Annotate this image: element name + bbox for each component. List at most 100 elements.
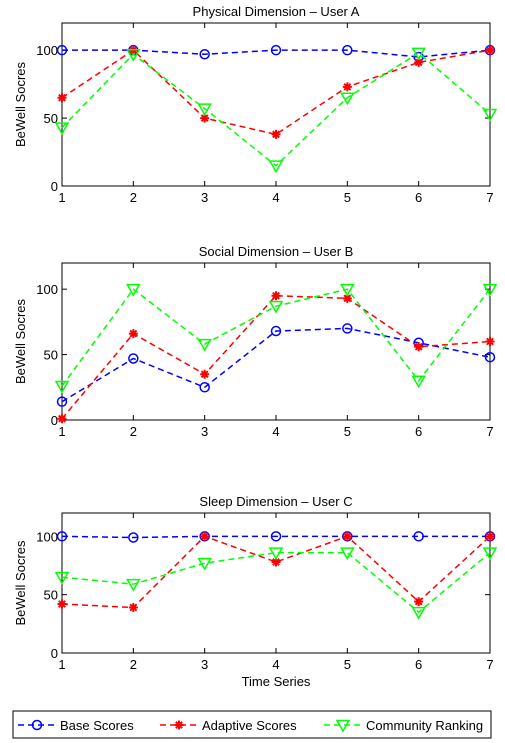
data-point xyxy=(270,531,282,542)
data-point xyxy=(485,531,495,541)
data-point xyxy=(57,414,67,424)
data-point xyxy=(200,369,210,379)
y-tick-label: 0 xyxy=(51,179,58,194)
data-point xyxy=(54,571,70,585)
chart-panel-2: Social Dimension – User B 1 2 3 4 5 6 7 0 50 100 Be… xyxy=(13,244,498,439)
data-point xyxy=(482,108,498,122)
data-point xyxy=(268,160,284,174)
chart-title: Physical Dimension – User A xyxy=(193,4,360,19)
x-axis-label: Time Series xyxy=(242,674,311,689)
data-point xyxy=(414,342,424,352)
x-tick-label: 5 xyxy=(344,424,351,439)
data-point xyxy=(411,47,426,61)
x-tick-label: 3 xyxy=(201,424,208,439)
legend-marker xyxy=(31,719,43,731)
x-tick-label: 4 xyxy=(272,190,279,205)
data-point xyxy=(411,375,426,389)
data-point xyxy=(54,122,70,136)
legend-marker xyxy=(174,720,184,730)
data-point xyxy=(199,382,210,393)
y-tick-label: 100 xyxy=(36,43,58,58)
data-point xyxy=(128,603,138,612)
data-point xyxy=(485,45,495,55)
y-tick-label: 100 xyxy=(36,529,58,544)
x-tick-label: 6 xyxy=(415,424,422,439)
data-point xyxy=(56,531,68,542)
data-point xyxy=(54,380,70,394)
x-tick-label: 3 xyxy=(201,657,208,672)
x-tick-label: 6 xyxy=(415,190,422,205)
data-point xyxy=(484,351,496,363)
data-point xyxy=(482,283,498,297)
data-point xyxy=(342,44,353,56)
data-point xyxy=(340,283,355,297)
data-point xyxy=(342,82,352,92)
x-tick-label: 5 xyxy=(344,657,351,672)
x-tick-label: 7 xyxy=(486,190,493,205)
series-line xyxy=(61,51,491,167)
chart-title: Social Dimension – User B xyxy=(199,244,354,259)
y-tick-label: 50 xyxy=(44,588,58,603)
data-point xyxy=(270,44,282,56)
x-tick-label: 2 xyxy=(130,657,137,672)
data-point xyxy=(414,597,424,607)
series-line xyxy=(61,535,490,539)
legend-label: Base Scores xyxy=(60,718,134,733)
y-axis-label: BeWell Socres xyxy=(13,540,28,626)
data-point xyxy=(199,48,210,60)
data-point xyxy=(126,578,141,592)
data-point xyxy=(340,92,355,106)
data-point xyxy=(268,300,284,314)
data-point xyxy=(270,325,282,337)
legend-label: Community Ranking xyxy=(366,718,483,733)
x-tick-label: 7 xyxy=(486,424,493,439)
x-tick-label: 4 xyxy=(272,424,279,439)
x-tick-label: 4 xyxy=(272,657,279,672)
series-line xyxy=(61,551,491,614)
y-axis-label: BeWell Socres xyxy=(13,61,28,147)
data-point xyxy=(342,323,353,334)
data-point xyxy=(197,103,212,117)
data-point xyxy=(57,93,67,103)
data-point xyxy=(197,338,212,352)
data-point xyxy=(413,531,424,542)
x-tick-label: 6 xyxy=(415,657,422,672)
x-tick-label: 5 xyxy=(344,190,351,205)
data-point xyxy=(57,599,67,609)
legend-marker xyxy=(335,719,351,733)
data-point xyxy=(482,547,498,561)
data-point xyxy=(340,547,355,561)
data-point xyxy=(414,57,424,67)
chart-panel-1: Physical Dimension – User A 1 2 3 4 5 6 7 0 50 100… xyxy=(13,4,498,205)
legend-box xyxy=(12,710,492,739)
data-point xyxy=(128,353,139,364)
data-point xyxy=(126,283,141,297)
x-tick-label: 3 xyxy=(201,190,208,205)
data-point xyxy=(128,532,139,543)
data-point xyxy=(271,557,281,567)
y-tick-label: 0 xyxy=(51,413,58,428)
data-point xyxy=(56,396,68,407)
x-tick-label: 1 xyxy=(58,657,65,672)
x-tick-label: 2 xyxy=(130,190,137,205)
y-tick-label: 100 xyxy=(36,282,58,297)
data-point xyxy=(342,531,352,541)
y-tick-label: 50 xyxy=(44,348,58,363)
y-axis-label: BeWell Socres xyxy=(13,298,28,384)
data-point xyxy=(126,48,141,62)
x-tick-label: 2 xyxy=(130,424,137,439)
data-point xyxy=(128,329,138,339)
x-tick-label: 7 xyxy=(486,657,493,672)
data-point xyxy=(200,531,210,541)
data-point xyxy=(268,547,284,561)
x-tick-label: 1 xyxy=(58,424,65,439)
series-line xyxy=(61,288,491,387)
legend: Base Scores Adaptive Scores Community Rank… xyxy=(12,710,492,739)
x-tick-label: 1 xyxy=(58,190,65,205)
data-point xyxy=(342,293,352,303)
chart-panel-3: Sleep Dimension – User C 1 2 3 4 5 6 7 0 50 100 BeW… xyxy=(13,494,498,689)
y-tick-label: 0 xyxy=(51,646,58,661)
y-tick-label: 50 xyxy=(44,111,58,126)
chart-title: Sleep Dimension – User C xyxy=(199,494,352,509)
